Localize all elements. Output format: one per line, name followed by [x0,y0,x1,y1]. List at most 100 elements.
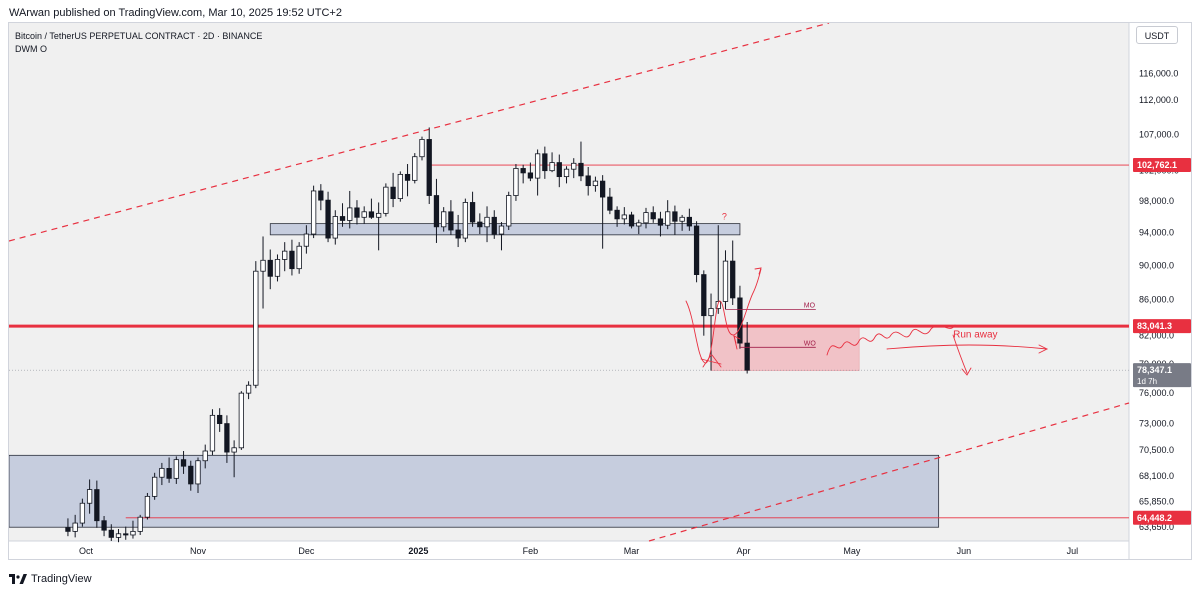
candle-body-bull [361,211,367,218]
candle-body-bull [274,259,281,277]
run-away-arrow [886,344,1048,350]
candle [571,158,577,179]
price-tick-label: 90,000.0 [1139,260,1174,270]
candle-body-bear [318,190,324,201]
down-arrow [952,334,968,374]
candle-body-bull [462,202,468,239]
publish-info: WArwan published on TradingView.com, Mar… [9,7,342,19]
chart-panel[interactable]: MO WO? Run away 116,000.0 112,000.0 107,000.0… [8,22,1192,560]
candle-body-bull [332,216,338,239]
candle-body-bear [693,225,700,275]
candle [245,381,252,400]
candle-body-bull [708,308,714,317]
candle-body-bear [701,274,707,317]
candle [448,200,454,235]
candle-body-bear [390,186,396,200]
candle-body-bull [79,502,86,524]
candle [477,213,483,235]
time-tick-label: Mar [624,546,640,556]
candle [441,207,447,232]
candle [600,175,606,249]
candle [94,480,100,528]
candle [665,200,671,230]
question-mark: ? [722,212,727,222]
candle-body-bull [231,447,237,453]
price-tick-label: 86,000.0 [1139,295,1174,305]
candle-body-bull [571,162,577,170]
candle-body-bull [310,190,317,235]
candle-body-bear [607,196,613,211]
candle [65,518,71,537]
price-label-box [1133,510,1191,525]
candle [433,178,440,243]
candle-body-bear [101,520,107,531]
candle-body-bear [600,180,606,198]
candle-body-bear [650,212,656,220]
candle-body-bull [130,530,136,536]
candle-body-bear [657,218,664,226]
candle-body-bull [296,245,302,270]
candle-body-bull [549,162,555,172]
candle [693,221,700,283]
red-zone [710,325,860,371]
candle [513,164,519,201]
candle [383,183,389,217]
currency-button[interactable]: USDT [1136,26,1178,44]
candle [339,203,346,227]
candle [296,242,302,274]
candle [144,492,151,520]
candle [585,166,591,196]
price-chart[interactable]: MO WO? Run away 116,000.0 112,000.0 107,000.0… [9,23,1192,560]
candle [188,460,194,491]
candle-body-bull [397,173,403,200]
candle [108,524,114,541]
time-axis-panel [9,541,1129,559]
candle-body-bear [469,202,476,223]
candle-body-bear [730,260,736,299]
candle-body-bear [477,221,483,228]
candle-body-bull [144,495,151,518]
candle-body-bear [65,527,71,532]
price-label-box [1133,319,1191,334]
candle-body-bear [455,229,461,239]
indicator-label[interactable]: DWM O [15,44,47,54]
candle [354,200,360,225]
candle-body-bull [665,211,671,226]
run-away-arrowhead [1038,344,1049,354]
candle [542,146,548,179]
price-tick-label: 73,000.0 [1139,419,1174,429]
candle-body-bull [563,168,570,178]
price-label-text: 102,762.1 [1137,160,1177,170]
candle-body-bull [534,153,541,179]
candle [730,240,736,305]
tradingview-logo[interactable]: TradingView [9,573,92,585]
wo-line-label: WO [804,340,817,347]
candle-body-bull [419,139,425,158]
candle-body-bull [238,392,244,449]
candle [217,408,223,432]
candle-body-bull [137,516,143,532]
candle-body-bear [166,467,172,479]
price-tick-label: 107,000.0 [1139,129,1179,139]
candle [101,516,107,537]
price-tick-label: 82,000.0 [1139,331,1174,341]
candle [636,219,642,235]
candle-body-bull [253,270,259,386]
candle [137,514,143,535]
blue-zone-lower [9,454,940,528]
candle [621,207,627,225]
candle-body-bear [585,175,591,187]
candle [202,444,208,469]
channel-line-upper [9,23,830,242]
candle [238,391,244,450]
candle [390,172,396,208]
price-label: 64,448.2 [1133,510,1191,525]
candle [376,202,382,251]
time-tick-label: May [843,546,861,556]
candle [166,457,172,483]
time-tick-label: Feb [523,546,539,556]
candle-body-bull [245,384,252,394]
candle [491,210,497,239]
candle-body-bull [498,225,505,235]
candle [578,141,584,182]
